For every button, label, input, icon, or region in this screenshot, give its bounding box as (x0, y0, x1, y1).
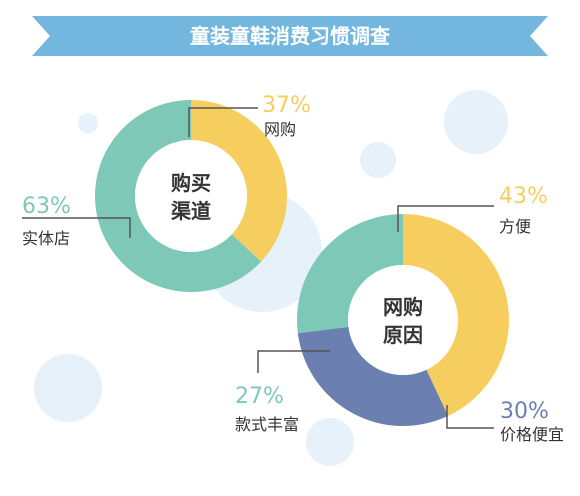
center-label-line2: 原因 (383, 323, 423, 347)
banner-ribbon (32, 16, 548, 56)
center-label-line1: 网购 (383, 295, 423, 319)
leader-line (257, 350, 330, 373)
donut-slice (403, 214, 509, 416)
donut-slice (191, 100, 287, 262)
bubble (444, 90, 508, 154)
donut-slice (297, 326, 449, 426)
bubble (306, 418, 354, 466)
donut-slice (297, 214, 403, 334)
leader-line (22, 217, 131, 238)
slice-value-label: 30% (500, 399, 549, 424)
bubble (360, 142, 396, 178)
donut-hole (135, 140, 247, 252)
slice-value-label: 37% (262, 93, 311, 118)
leader-line (397, 205, 494, 232)
slice-category-label: 网购 (264, 120, 296, 139)
title-banner: 童装童鞋消费习惯调查 (32, 16, 548, 56)
slice-category-label: 方便 (499, 217, 531, 236)
donut-slices (95, 100, 287, 292)
bubble (78, 113, 98, 133)
slice-category-label: 实体店 (22, 229, 70, 248)
slice-category-label: 款式丰富 (235, 415, 299, 434)
slice-value-label: 63% (22, 194, 71, 219)
page-title: 童装童鞋消费习惯调查 (190, 24, 390, 48)
reason-donut-chart: 网购 原因 43% 方便 30% 价格便宜 27% 款式丰富 (235, 184, 564, 444)
channel-donut-chart: 购买 渠道 37% 网购 63% 实体店 (22, 93, 311, 292)
leader-line (446, 405, 494, 429)
slice-category-label: 价格便宜 (500, 425, 564, 444)
slice-value-label: 43% (499, 184, 548, 209)
donut-slice (95, 100, 261, 292)
center-label-line1: 购买 (171, 171, 211, 195)
bubble (34, 354, 102, 422)
center-label-line2: 渠道 (171, 199, 211, 223)
slice-value-label: 27% (235, 384, 284, 409)
donut-slices (297, 214, 509, 426)
donut-hole (348, 265, 458, 375)
leader-line (188, 107, 258, 137)
